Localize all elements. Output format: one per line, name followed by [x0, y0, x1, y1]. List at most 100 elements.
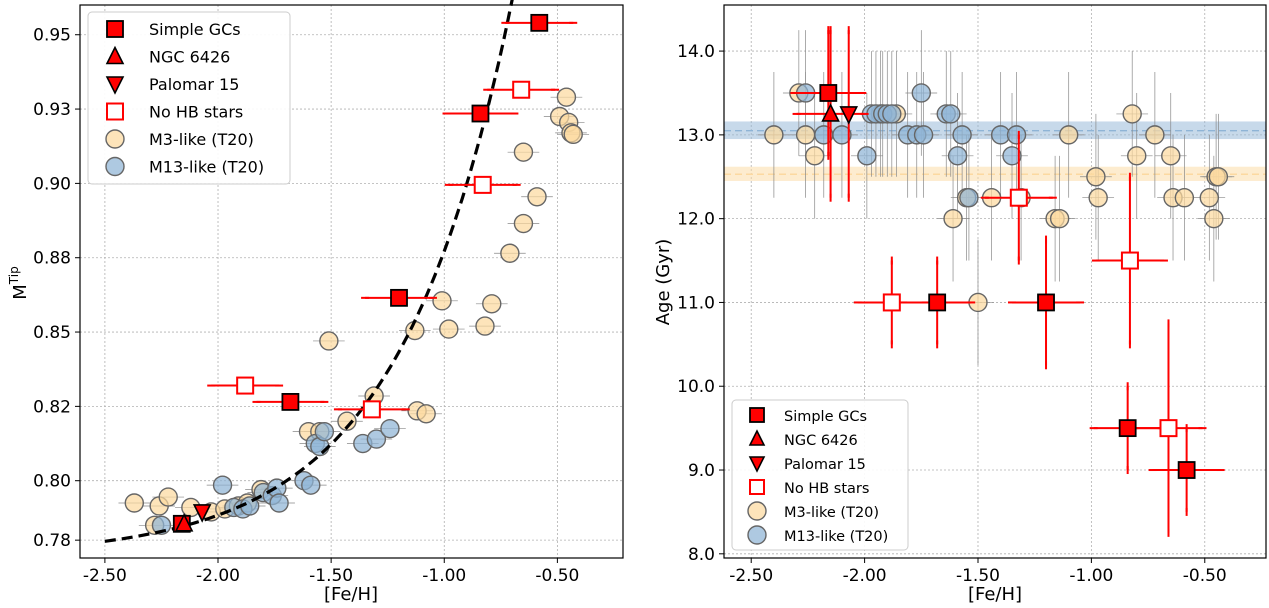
- simple-gcs-point: [819, 84, 838, 102]
- m3-like-point: [319, 331, 339, 351]
- m13-like-point: [832, 125, 852, 145]
- simple-gcs-point: [928, 293, 947, 312]
- left-xtick-label: -2.00: [196, 566, 240, 586]
- left-ytick-label: 0.80: [33, 472, 71, 492]
- m3-like-point: [1145, 125, 1165, 145]
- right-legend-marker: [747, 501, 767, 521]
- right-legend-marker: [747, 525, 767, 545]
- simple-gcs-point: [1118, 419, 1137, 438]
- m3-like-point: [764, 125, 784, 145]
- right-ytick-label: 14.0: [677, 42, 715, 62]
- left-legend-label: No HB stars: [149, 103, 243, 122]
- right-legend-label: NGC 6426: [784, 433, 858, 449]
- left-xtick-label: -1.50: [309, 566, 353, 586]
- palomar-15-point: [839, 106, 859, 125]
- left-legend-marker: [106, 102, 124, 121]
- left-xtick-label: -1.00: [422, 566, 466, 586]
- m13-like-point: [911, 83, 931, 103]
- right-legend-marker: [748, 456, 766, 473]
- simple-gcs-point: [530, 13, 549, 32]
- left-legend-marker: [105, 76, 125, 95]
- m13-like-point: [212, 475, 233, 495]
- left-xtick-label: -2.50: [83, 566, 127, 586]
- left-ytick-label: 0.85: [33, 323, 71, 343]
- left-ticks: -2.50 -2.00 -1.50 -1.00 -0.50 0.78 0.80 0.82 0.8…: [33, 26, 579, 586]
- left-ytick-label: 0.78: [33, 531, 71, 551]
- left-legend-marker: [106, 20, 124, 38]
- left-ylabel: MTip: [7, 266, 31, 299]
- left-legend-box: [87, 11, 291, 185]
- m3-like-point: [513, 142, 534, 162]
- right-ytick-label: 11.0: [677, 293, 715, 313]
- no-hb-stars-point: [1159, 419, 1178, 438]
- right-legend: Simple GCs NGC 6426 Palomar 15 No HB stars M…: [731, 399, 909, 551]
- m3-like-point: [432, 291, 452, 311]
- right-ytick-label: 13.0: [677, 126, 715, 146]
- m3-like-point: [124, 493, 145, 513]
- m3-like-point: [1088, 188, 1108, 208]
- m3-like-point: [337, 411, 357, 431]
- m3-like-point: [513, 213, 534, 234]
- left-data-marks: [104, 0, 590, 543]
- m3-like-point: [1086, 167, 1106, 187]
- left-legend-label: M3-like (T20): [149, 130, 254, 149]
- left-ytick-label: 0.82: [33, 397, 71, 417]
- m13-like-point: [947, 146, 968, 166]
- right-legend-label: M3-like (T20): [784, 505, 879, 521]
- right-data-marks: [758, 26, 1235, 537]
- m13-like-point: [952, 125, 972, 145]
- m3-like-point: [527, 187, 547, 207]
- right-ticks: -2.50 -2.00 -1.50 -1.00 -0.50 8.0 9.0 10.0 11.0 1…: [677, 42, 1227, 586]
- right-xtick-label: -0.50: [1183, 566, 1227, 586]
- fit-curve: [104, 0, 514, 543]
- left-ytick-label: 0.90: [33, 174, 71, 194]
- left-xtick-label: -0.50: [535, 566, 579, 586]
- m3-like-point: [1059, 125, 1079, 145]
- m3-like-point: [563, 124, 583, 145]
- m3-like-point: [1161, 146, 1181, 166]
- right-ylabel: Age (Gyr): [653, 239, 674, 326]
- no-hb-stars-point: [236, 376, 255, 395]
- m3-like-point: [1127, 146, 1147, 166]
- m13-like-point: [882, 104, 902, 124]
- no-hb-stars-point: [1120, 251, 1139, 270]
- m13-like-point: [1002, 146, 1022, 166]
- m3-like-point: [1208, 167, 1229, 187]
- right-ytick-label: 8.0: [688, 545, 715, 565]
- m3-like-point: [1199, 188, 1220, 208]
- right-plot-frame: [723, 4, 1267, 559]
- m13-like-point: [314, 421, 335, 442]
- m3-like-point: [556, 87, 577, 107]
- no-hb-stars-point: [1009, 188, 1028, 207]
- right-ytick-label: 10.0: [677, 377, 715, 397]
- m3-like-point: [1122, 104, 1142, 124]
- no-hb-stars-point: [362, 400, 381, 419]
- right-legend-label: M13-like (T20): [784, 529, 888, 545]
- right-legend-label: No HB stars: [784, 481, 869, 497]
- simple-gcs-point: [1037, 293, 1055, 312]
- m3-like-point: [1049, 208, 1070, 229]
- right-xtick-label: -2.50: [729, 566, 773, 586]
- simple-gcs-point: [1177, 461, 1196, 479]
- left-ytick-label: 0.95: [33, 26, 71, 46]
- ngc-6426-point: [821, 103, 840, 122]
- right-legend-marker: [749, 407, 765, 423]
- m3-like-point: [475, 316, 495, 336]
- m13-like-point: [913, 125, 934, 145]
- left-plot-frame: [79, 4, 624, 559]
- ngc-6426-point: [174, 513, 194, 532]
- m3-like-point: [1174, 188, 1195, 208]
- m13-like-point: [1006, 125, 1027, 145]
- left-legend-label: Simple GCs: [149, 20, 241, 39]
- m13-like-point: [301, 475, 321, 495]
- m13-like-point: [269, 493, 289, 513]
- left-legend-label: M13-like (T20): [149, 158, 264, 177]
- m3-like-point: [158, 487, 178, 507]
- simple-gcs-point: [471, 104, 490, 123]
- m3-like-point: [805, 146, 825, 166]
- simple-gcs-point: [281, 393, 300, 411]
- right-xtick-label: -2.00: [843, 566, 887, 586]
- right-legend-box: [731, 399, 909, 551]
- m3-like-point: [482, 294, 502, 314]
- no-hb-stars-point: [512, 80, 531, 99]
